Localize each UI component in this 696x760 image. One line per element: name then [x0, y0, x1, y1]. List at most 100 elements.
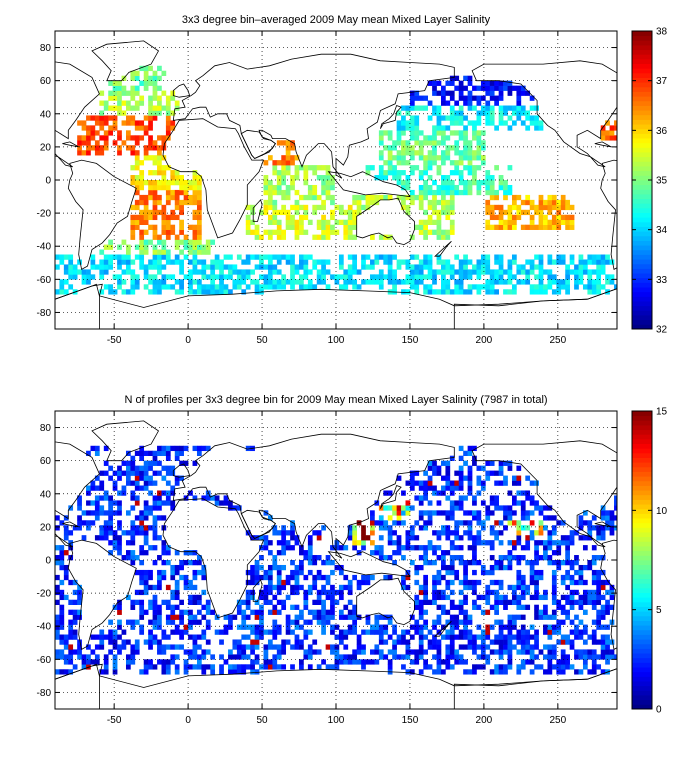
salinity-bin	[148, 184, 153, 191]
profile-count-bin	[489, 555, 495, 561]
profile-count-bin	[605, 634, 610, 640]
profile-count-bin	[59, 520, 65, 526]
salinity-bin	[157, 145, 162, 151]
salinity-bin	[409, 135, 415, 141]
salinity-bin	[538, 279, 544, 285]
profile-count-bin	[441, 669, 446, 675]
profile-count-bin	[600, 505, 606, 511]
profile-count-bin	[338, 654, 344, 660]
profile-count-bin	[352, 604, 358, 610]
profile-count-bin	[161, 490, 167, 496]
salinity-bin	[423, 254, 428, 260]
salinity-bin	[472, 150, 477, 156]
salinity-bin	[472, 105, 477, 111]
profile-count-bin	[77, 609, 82, 615]
profile-count-bin	[609, 520, 615, 526]
profile-count-bin	[614, 525, 617, 531]
salinity-bin	[130, 145, 136, 151]
profile-count-bin	[236, 604, 242, 610]
profile-count-bin	[157, 644, 162, 650]
profile-count-bin	[343, 545, 349, 551]
salinity-bin	[290, 140, 295, 146]
profile-count-bin	[516, 560, 522, 566]
profile-count-bin	[600, 515, 606, 521]
profile-count-bin	[112, 540, 118, 546]
profile-count-bin	[321, 614, 326, 620]
salinity-bin	[303, 264, 309, 270]
profile-count-bin	[525, 604, 531, 610]
salinity-colorbar-segment	[632, 166, 652, 172]
profile-count-bin	[334, 540, 340, 546]
profile-count-bin	[591, 525, 597, 531]
salinity-bin	[312, 204, 318, 211]
profile-count-bin	[130, 535, 136, 541]
profile-count-colorbar-segment	[632, 620, 652, 626]
profile-count-bin	[370, 510, 375, 516]
salinity-bin	[507, 165, 513, 171]
profile-count-bin	[174, 550, 180, 556]
profile-count-bin	[405, 669, 411, 675]
salinity-bin	[188, 199, 193, 206]
salinity-bin	[272, 264, 278, 270]
salinity-bin	[214, 254, 220, 260]
salinity-bin	[352, 254, 358, 260]
salinity-bin	[161, 224, 167, 230]
salinity-bin	[441, 95, 446, 101]
profile-count-bin	[423, 579, 428, 586]
salinity-bin	[507, 125, 513, 131]
profile-count-bin	[201, 445, 207, 452]
profile-count-bin	[441, 594, 446, 601]
profile-count-bin	[99, 495, 105, 501]
profile-count-bin	[458, 475, 464, 481]
profile-count-bin	[529, 634, 535, 640]
salinity-bin	[148, 75, 153, 81]
salinity-x-tick-label: 50	[256, 335, 268, 346]
salinity-bin	[441, 279, 446, 285]
profile-count-bin	[130, 495, 136, 501]
profile-count-bin	[236, 599, 242, 605]
profile-count-bin	[285, 639, 291, 645]
salinity-bin	[458, 120, 464, 126]
profile-count-bin	[467, 669, 473, 675]
profile-count-bin	[556, 669, 562, 675]
profile-count-coastline	[453, 668, 617, 709]
salinity-bin	[387, 165, 393, 171]
profile-count-bin	[427, 485, 433, 491]
salinity-bin	[458, 110, 464, 116]
profile-count-bin	[263, 594, 269, 601]
salinity-bin	[250, 269, 255, 275]
profile-count-bin	[161, 560, 167, 566]
salinity-bin	[321, 234, 326, 240]
salinity-bin	[361, 204, 366, 211]
profile-count-coastline	[600, 539, 617, 651]
profile-count-bin	[112, 629, 118, 635]
salinity-bin	[303, 194, 309, 201]
salinity-bin	[299, 194, 304, 201]
salinity-bin	[201, 244, 207, 250]
profile-count-bin	[432, 530, 437, 536]
salinity-bin	[267, 199, 273, 206]
salinity-bin	[441, 264, 446, 270]
profile-count-bin	[454, 659, 460, 665]
profile-count-bin	[196, 555, 202, 561]
profile-count-bin	[294, 535, 300, 541]
profile-count-bin	[276, 574, 282, 581]
salinity-bin	[489, 214, 495, 221]
profile-count-bin	[165, 470, 171, 476]
profile-count-bin	[94, 634, 100, 640]
salinity-bin	[516, 115, 522, 121]
profile-count-bin	[81, 520, 87, 526]
salinity-bin	[467, 165, 473, 171]
profile-count-bin	[125, 475, 131, 481]
salinity-bin	[241, 274, 247, 280]
profile-count-bin	[192, 594, 198, 601]
salinity-bin	[81, 150, 87, 156]
profile-count-colorbar-segment	[632, 587, 652, 593]
salinity-bin	[458, 289, 464, 295]
profile-count-bin	[338, 629, 344, 635]
profile-count-bin	[192, 584, 198, 591]
salinity-bin	[157, 269, 162, 275]
profile-count-bin	[605, 604, 610, 610]
salinity-bin	[472, 269, 477, 275]
profile-count-bin	[263, 584, 269, 591]
